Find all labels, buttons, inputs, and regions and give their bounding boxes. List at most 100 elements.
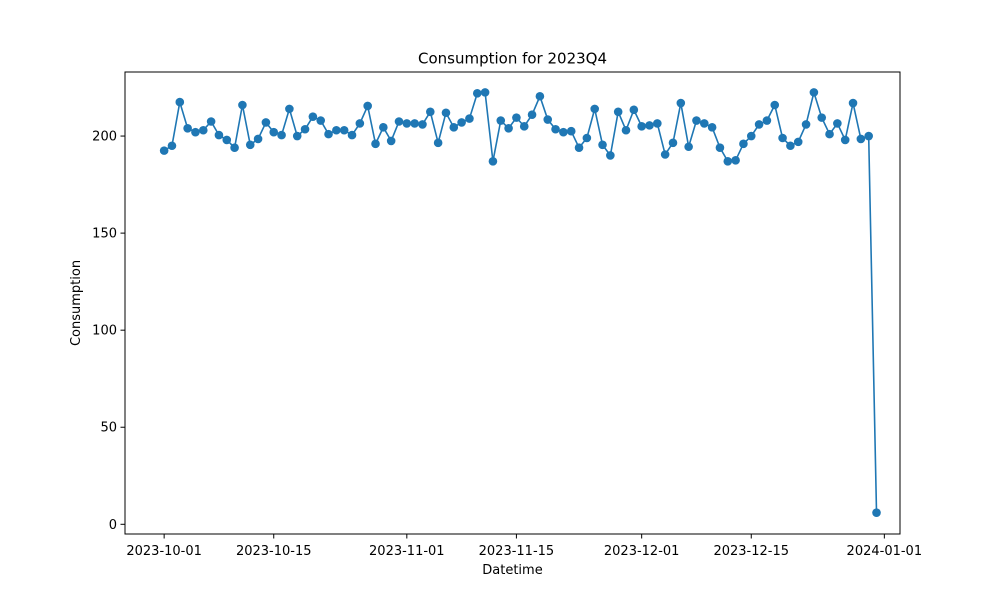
data-point (316, 116, 326, 125)
data-point (488, 156, 498, 166)
chart-title: Consumption for 2023Q4 (418, 50, 607, 68)
data-point (739, 139, 748, 149)
y-tick-label: 200 (92, 130, 117, 145)
data-point (840, 135, 850, 145)
data-point (848, 98, 858, 108)
x-tick-label: 2023-11-15 (479, 544, 555, 559)
data-point (801, 120, 811, 129)
data-point (833, 119, 842, 128)
y-tick-label: 100 (92, 324, 117, 339)
x-tick-label: 2023-10-01 (126, 544, 202, 559)
data-point (253, 134, 263, 144)
data-point (191, 127, 200, 137)
y-axis-ticks: 0 50 100 150 200 (92, 130, 125, 533)
data-point (582, 133, 592, 143)
data-point (292, 131, 302, 141)
data-point (629, 105, 639, 115)
y-tick-label: 150 (92, 227, 117, 242)
data-point (660, 150, 670, 159)
data-point (465, 114, 474, 123)
data-point (386, 136, 396, 146)
y-axis-label: Consumption (69, 260, 84, 346)
data-point (449, 123, 459, 132)
x-tick-label: 2023-11-01 (369, 544, 445, 559)
data-point (551, 124, 560, 134)
data-point (214, 130, 224, 140)
data-point (574, 143, 584, 153)
data-point (159, 146, 169, 155)
data-point (504, 123, 513, 133)
data-point (676, 98, 686, 108)
data-point (535, 91, 545, 101)
data-point (418, 120, 427, 129)
data-point (238, 100, 247, 110)
series-layer (159, 88, 881, 517)
data-point (300, 124, 310, 134)
data-point (864, 131, 873, 141)
data-point (339, 125, 349, 135)
data-point (347, 130, 357, 140)
data-point (762, 116, 772, 125)
data-point (809, 88, 819, 97)
data-point (175, 97, 185, 107)
x-tick-label: 2023-10-15 (236, 544, 312, 559)
data-point (543, 115, 553, 124)
data-point (441, 108, 451, 118)
data-point (308, 112, 318, 121)
data-point (457, 118, 466, 127)
data-point (496, 116, 506, 125)
data-point (324, 129, 333, 139)
data-point (245, 140, 255, 150)
data-point (793, 137, 803, 147)
data-point (527, 110, 537, 120)
data-point (668, 138, 678, 148)
data-point (754, 120, 764, 129)
data-point (183, 123, 192, 133)
data-point (856, 134, 866, 144)
data-point (559, 127, 568, 137)
data-point (731, 156, 740, 165)
data-point (167, 141, 177, 151)
data-point (872, 508, 881, 517)
data-point (433, 138, 443, 148)
data-point (472, 89, 482, 98)
data-point (825, 129, 834, 139)
data-point (692, 116, 701, 125)
data-point (198, 125, 208, 135)
data-point (817, 113, 827, 122)
data-point (699, 119, 709, 128)
data-point (230, 143, 239, 153)
data-point (786, 141, 795, 151)
data-point (770, 100, 780, 110)
data-point (206, 117, 216, 126)
data-point (746, 131, 756, 141)
data-point (566, 126, 576, 136)
data-point (222, 135, 232, 145)
data-point (778, 133, 787, 143)
data-point (613, 107, 623, 117)
data-point (637, 122, 646, 131)
data-point (277, 130, 286, 140)
data-point (519, 122, 529, 131)
x-tick-label: 2024-01-01 (847, 544, 923, 559)
data-point (261, 118, 271, 127)
data-point (598, 140, 607, 150)
plot-frame (124, 71, 901, 535)
data-point (512, 113, 521, 122)
data-point (645, 121, 654, 130)
x-tick-label: 2023-12-15 (713, 544, 789, 559)
data-point (332, 125, 341, 135)
data-point (402, 119, 412, 128)
data-point (715, 143, 725, 153)
data-point (363, 101, 372, 111)
data-point (371, 139, 380, 149)
data-point (590, 104, 599, 114)
x-tick-label: 2023-12-01 (604, 544, 680, 559)
data-point (285, 104, 294, 114)
data-point (379, 123, 388, 132)
data-point (606, 151, 615, 160)
data-point (426, 107, 435, 117)
data-point (684, 142, 693, 152)
